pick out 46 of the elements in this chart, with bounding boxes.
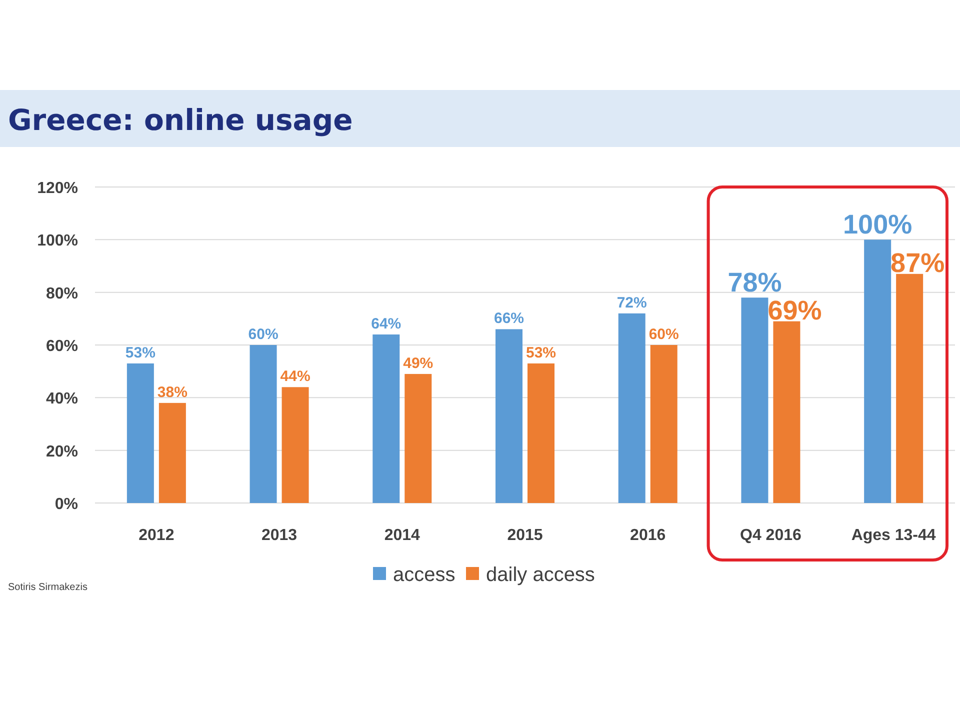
x-tick-label: 2013 (261, 527, 298, 544)
bar (741, 298, 768, 503)
data-label: 87% (890, 248, 945, 278)
bar (250, 345, 277, 503)
data-label: 60% (648, 326, 679, 343)
y-tick-label: 40% (46, 390, 78, 408)
bar (773, 321, 800, 503)
y-tick-label: 80% (46, 285, 78, 302)
data-label: 49% (403, 354, 434, 372)
x-tick-label: Q4 2016 (740, 527, 802, 544)
y-tick-label: 120% (37, 180, 78, 197)
bar (650, 345, 678, 503)
bar (126, 363, 154, 503)
bar (528, 363, 554, 503)
data-label: 100% (843, 210, 912, 240)
x-tick-label: 2012 (138, 527, 174, 544)
data-label: 64% (371, 315, 402, 332)
data-label: 78% (728, 268, 782, 298)
data-label: 53% (125, 344, 156, 362)
x-tick-label: Ages 13-44 (851, 527, 936, 544)
data-label: 66% (494, 310, 524, 328)
chart-title: Greece: online usage (8, 103, 353, 137)
x-tick-label: 2016 (630, 527, 666, 544)
bar (896, 274, 924, 503)
data-label: 38% (157, 384, 188, 401)
bar (618, 313, 646, 503)
y-tick-label: 60% (46, 338, 78, 355)
y-tick-label: 100% (37, 232, 78, 250)
x-tick-label: 2014 (384, 527, 420, 544)
bar (864, 240, 892, 503)
x-tick-label: 2015 (507, 527, 543, 544)
legend-label: daily access (486, 564, 595, 586)
text: Sotiris Sirmakezis (8, 582, 88, 593)
data-label: 60% (248, 326, 278, 343)
data-label: 44% (280, 368, 310, 386)
data-label: 53% (526, 344, 556, 362)
data-label: 72% (616, 294, 647, 312)
legend-label: access (393, 564, 456, 586)
bar (158, 402, 186, 503)
bar (282, 387, 309, 503)
y-tick-label: 20% (46, 443, 78, 460)
bar (496, 329, 522, 503)
bar (372, 334, 400, 503)
y-tick-label: 0% (54, 496, 78, 513)
bar (404, 374, 432, 503)
data-label: 69% (768, 295, 822, 326)
